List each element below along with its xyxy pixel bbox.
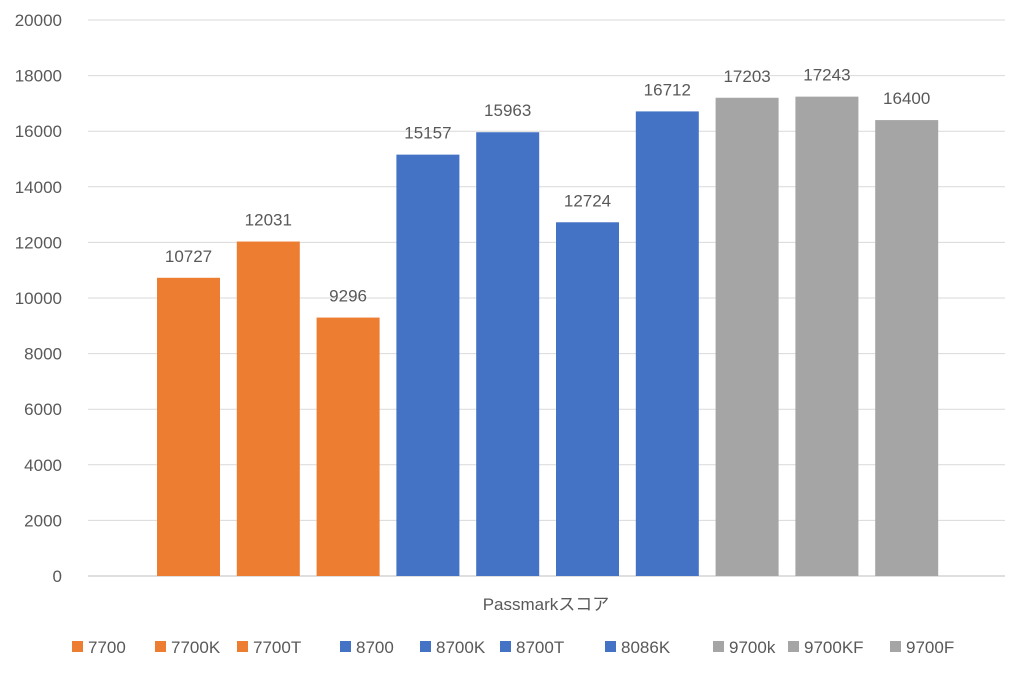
y-tick-label: 0 (53, 567, 62, 586)
y-tick-label: 12000 (15, 233, 62, 252)
legend-swatch-8700T (500, 641, 511, 652)
legend-label: 8700T (516, 638, 564, 657)
legend-label: 9700F (906, 638, 954, 657)
y-tick-label: 6000 (24, 400, 62, 419)
y-tick-label: 8000 (24, 345, 62, 364)
legend-label: 9700k (729, 638, 776, 657)
bar-8086K (635, 111, 699, 576)
data-label: 12031 (245, 211, 292, 230)
y-tick-label: 4000 (24, 456, 62, 475)
legend-label: 8086K (621, 638, 671, 657)
y-tick-label: 10000 (15, 289, 62, 308)
legend-swatch-8086K (605, 641, 616, 652)
y-tick-label: 16000 (15, 122, 62, 141)
data-label: 16712 (644, 80, 691, 99)
legend-swatch-7700K (155, 641, 166, 652)
data-label: 17203 (723, 67, 770, 86)
legend-label: 7700K (171, 638, 221, 657)
legend-swatch-7700 (72, 641, 83, 652)
y-tick-label: 14000 (15, 178, 62, 197)
data-label: 15157 (404, 124, 451, 143)
legend-label: 9700KF (804, 638, 864, 657)
data-label: 16400 (883, 89, 930, 108)
legend-label: 7700 (88, 638, 126, 657)
bar-7700K (236, 241, 300, 576)
bar-9700KF (795, 96, 859, 577)
legend-swatch-9700k (713, 641, 724, 652)
data-label: 17243 (803, 66, 850, 85)
legend-label: 8700 (356, 638, 394, 657)
legend: 7700 7700K 7700T 8700 8700K 8700T 8086K 9700k 97… (72, 638, 954, 657)
y-tick-label: 20000 (15, 11, 62, 30)
legend-label: 8700K (436, 638, 486, 657)
legend-swatch-7700T (237, 641, 248, 652)
legend-swatch-8700 (340, 641, 351, 652)
bar-7700 (157, 277, 220, 576)
data-label: 12724 (564, 191, 611, 210)
data-label: 10727 (165, 247, 212, 266)
x-axis-category-label: Passmarkスコア (483, 595, 610, 614)
bar-9700F (875, 120, 939, 576)
legend-swatch-9700KF (788, 641, 799, 652)
bar-8700K (476, 132, 540, 576)
data-label: 9296 (329, 287, 367, 306)
bars (157, 96, 939, 577)
y-tick-label: 18000 (15, 67, 62, 86)
bar-7700T (316, 317, 380, 576)
legend-swatch-9700F (890, 641, 901, 652)
bar-8700T (556, 222, 619, 576)
legend-label: 7700T (253, 638, 301, 657)
legend-swatch-8700K (420, 641, 431, 652)
y-tick-label: 2000 (24, 511, 62, 530)
bar-8700 (396, 154, 460, 576)
data-labels: 10727 12031 9296 15157 15963 12724 16712 17203 1… (165, 66, 930, 306)
y-axis-ticks: 0 2000 4000 6000 8000 10000 12000 14000 16000 180… (15, 11, 62, 586)
data-label: 15963 (484, 101, 531, 120)
gridlines (88, 19, 1005, 577)
bar-9700k (715, 97, 779, 577)
